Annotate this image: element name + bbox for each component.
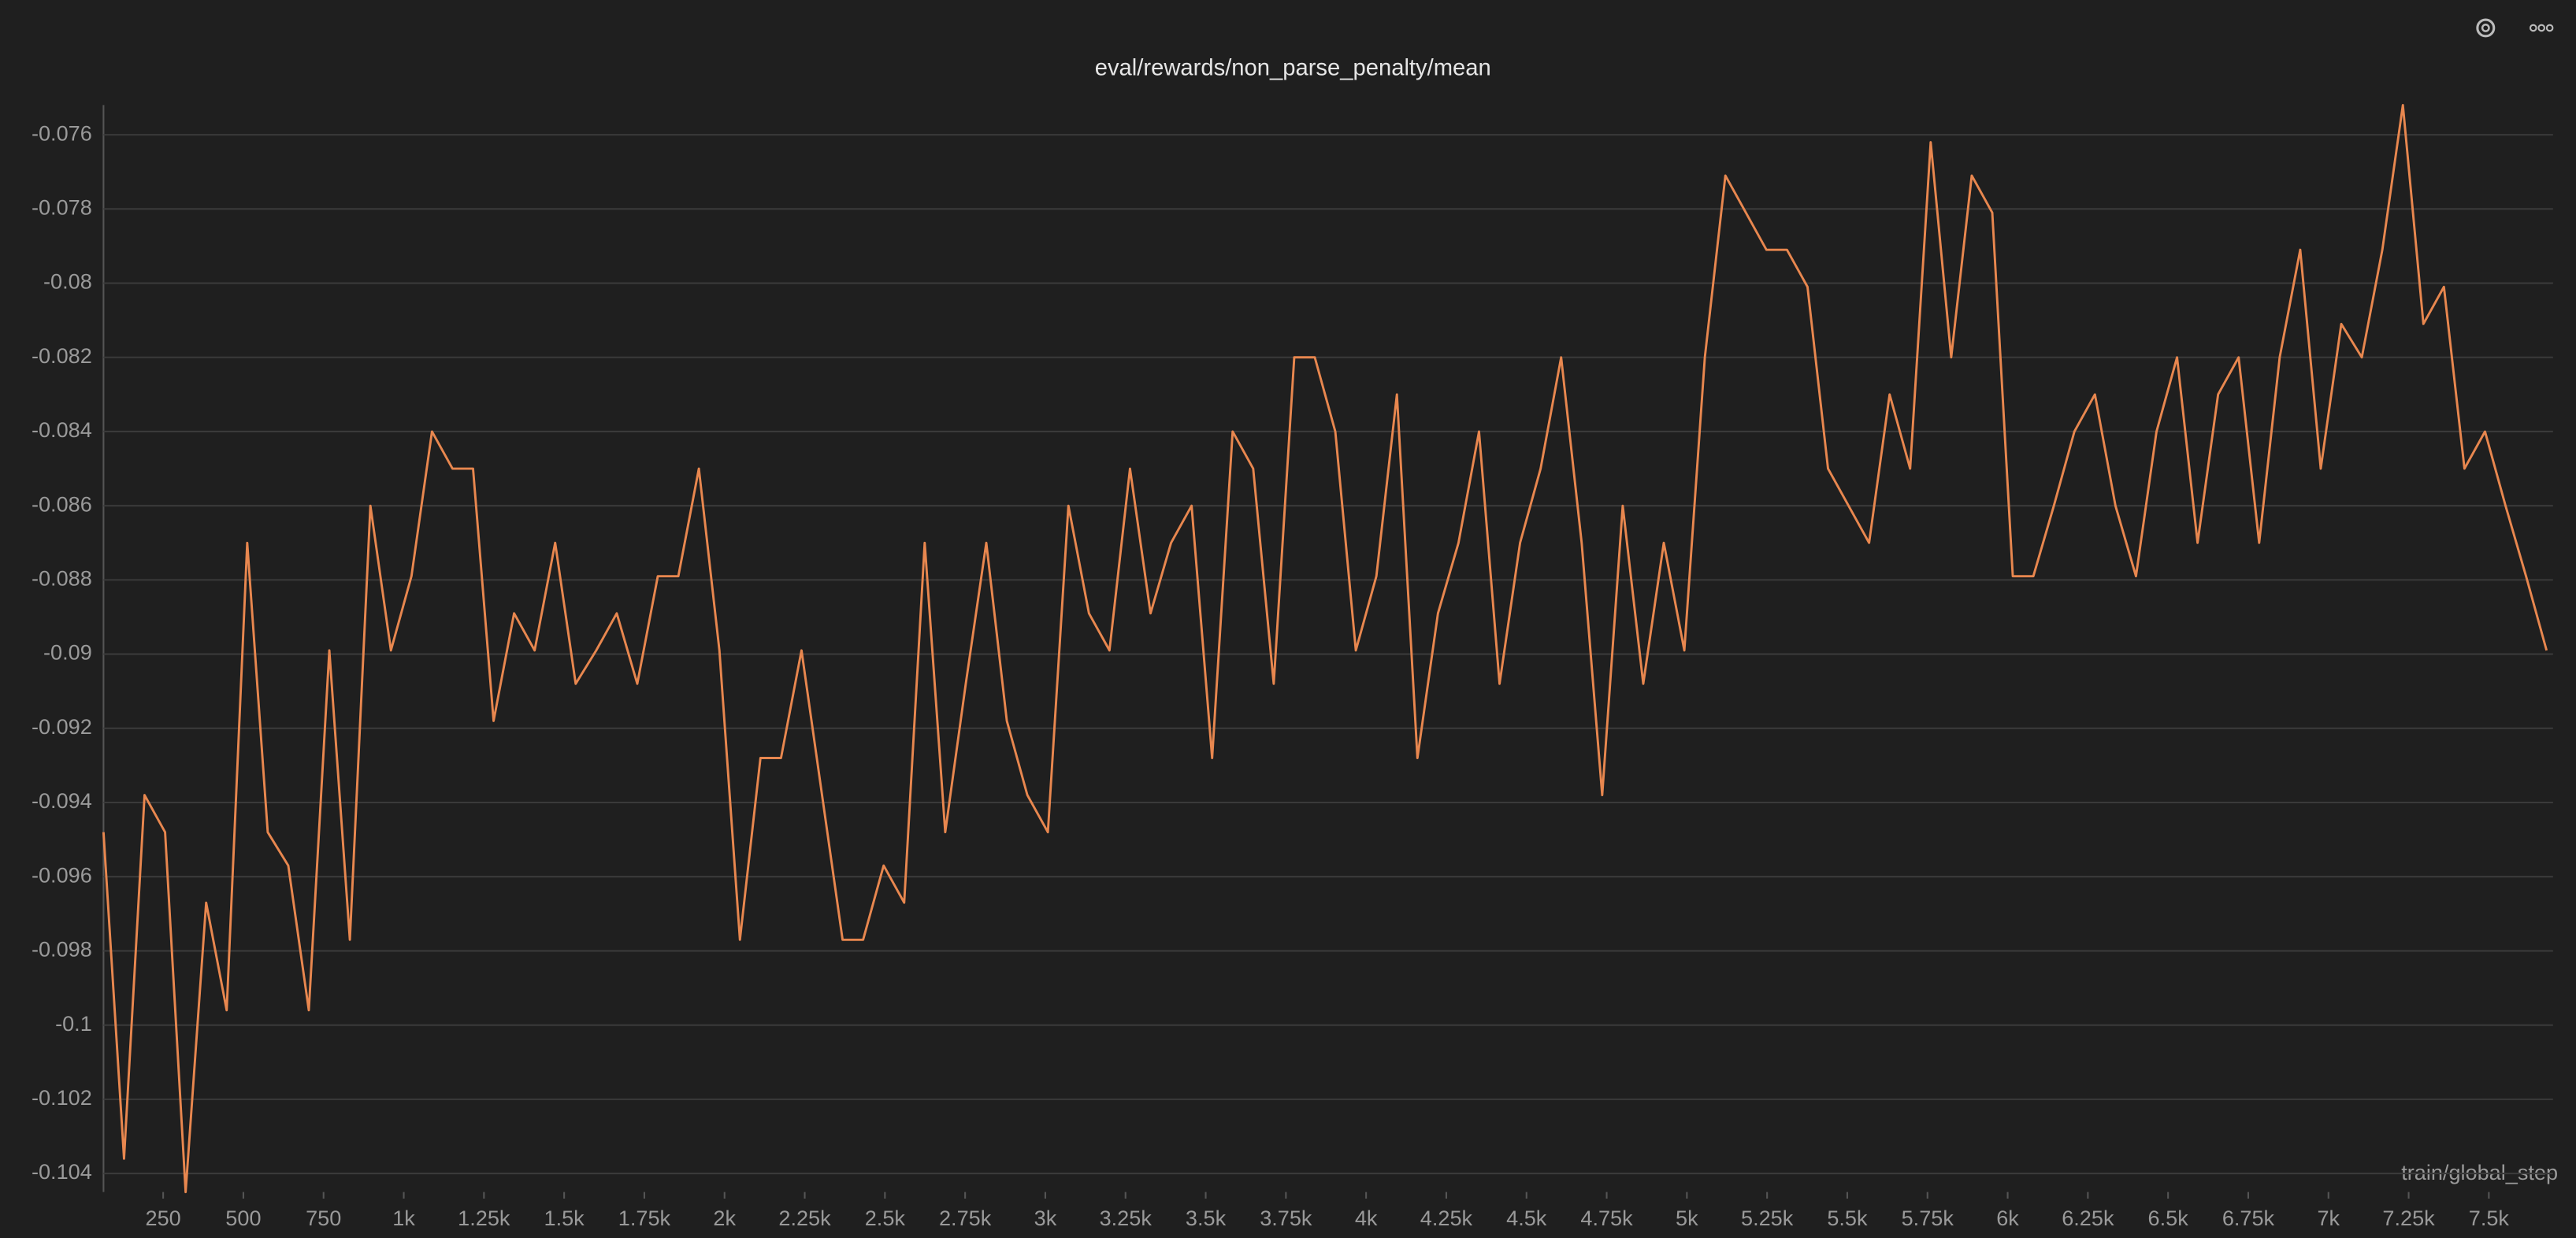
x-tick-label: 2k — [713, 1206, 736, 1230]
x-tick-label: 1.25k — [458, 1206, 510, 1230]
x-tick-label: 750 — [306, 1206, 341, 1230]
x-tick-label: 6.25k — [2062, 1206, 2114, 1230]
dot — [2537, 24, 2546, 32]
x-tick-label: 1k — [392, 1206, 415, 1230]
y-tick-label: -0.1 — [55, 1011, 92, 1036]
x-tick-label: 6.5k — [2148, 1206, 2189, 1230]
x-tick-label: 5.75k — [1902, 1206, 1954, 1230]
gear-hole — [2481, 24, 2490, 32]
x-tick-label: 6k — [1996, 1206, 2019, 1230]
data-line — [102, 103, 2548, 1194]
y-tick-label: -0.102 — [32, 1085, 92, 1110]
y-tick-label: -0.078 — [32, 195, 92, 219]
chart-title: eval/rewards/non_parse_penalty/mean — [1095, 55, 1491, 80]
y-tick-label: -0.094 — [32, 788, 92, 813]
x-tick-label: 4.75k — [1580, 1206, 1633, 1230]
y-tick-label: -0.084 — [32, 417, 92, 442]
x-tick-label: 3.75k — [1260, 1206, 1312, 1230]
y-tick-label: -0.092 — [32, 714, 92, 739]
x-tick-label: 3.5k — [1186, 1206, 1227, 1230]
x-tick-label: 7.25k — [2382, 1206, 2435, 1230]
x-tick-label: 2.75k — [939, 1206, 992, 1230]
x-tick-label: 6.75k — [2222, 1206, 2275, 1230]
y-tick-label: -0.08 — [43, 269, 92, 294]
x-tick-label: 4.5k — [1506, 1206, 1547, 1230]
x-tick-label: 5k — [1676, 1206, 1698, 1230]
settings-icon[interactable] — [2476, 18, 2496, 38]
x-tick-label: 5.25k — [1741, 1206, 1794, 1230]
y-tick-label: -0.082 — [32, 343, 92, 368]
x-tick-label: 7k — [2317, 1206, 2340, 1230]
x-tick-label: 3.25k — [1100, 1206, 1153, 1230]
y-tick-label: -0.096 — [32, 862, 92, 887]
x-tick-label: 7.5k — [2469, 1206, 2510, 1230]
y-tick-label: -0.086 — [32, 491, 92, 516]
x-axis-label: train/global_step — [2401, 1160, 2558, 1184]
gear — [2476, 18, 2496, 38]
x-tick-label: 4.25k — [1420, 1206, 1473, 1230]
dot — [2529, 24, 2537, 32]
y-tick-label: -0.098 — [32, 937, 92, 962]
x-tick-label: 500 — [225, 1206, 261, 1230]
x-tick-label: 250 — [146, 1206, 181, 1230]
more-icon[interactable] — [2529, 24, 2554, 32]
x-tick-label: 2.5k — [865, 1206, 906, 1230]
x-tick-label: 1.5k — [544, 1206, 585, 1230]
x-tick-label: 5.5k — [1827, 1206, 1868, 1230]
x-tick-label: 3k — [1034, 1206, 1057, 1230]
dot — [2545, 24, 2554, 32]
x-tick-label: 1.75k — [618, 1206, 671, 1230]
x-tick-label: 2.25k — [778, 1206, 831, 1230]
y-tick-label: -0.09 — [43, 640, 92, 665]
y-tick-label: -0.088 — [32, 566, 92, 591]
y-tick-label: -0.076 — [32, 120, 92, 145]
y-tick-label: -0.104 — [32, 1159, 92, 1184]
x-tick-label: 4k — [1355, 1206, 1378, 1230]
